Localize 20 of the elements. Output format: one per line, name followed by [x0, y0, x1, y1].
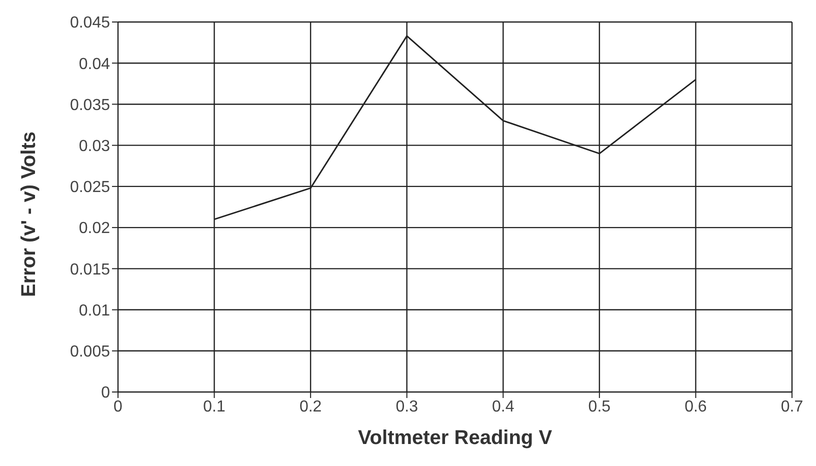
x-axis-title: Voltmeter Reading V — [358, 427, 553, 449]
x-tick-label: 0.6 — [684, 398, 707, 416]
y-tick-label: 0.005 — [70, 344, 110, 361]
x-tick-label: 0 — [114, 398, 123, 416]
y-tick-label: 0.03 — [78, 138, 110, 156]
x-tick-label: 0.3 — [396, 398, 418, 416]
y-tick-label: 0.015 — [70, 261, 110, 278]
y-tick-label: 0.02 — [78, 220, 110, 238]
x-tick-label: 0.2 — [299, 398, 322, 416]
y-tick-label: 0.025 — [70, 179, 110, 196]
y-axis-title: Error (v' - v) Volts — [18, 131, 40, 297]
x-tick-label: 0.1 — [203, 398, 226, 416]
x-tick-label: 0.5 — [588, 398, 611, 416]
y-tick-label: 0.04 — [78, 56, 110, 73]
y-tick-label: 0.01 — [78, 302, 110, 320]
y-tick-label: 0.035 — [70, 96, 110, 114]
x-tick-label: 0.7 — [780, 398, 804, 416]
y-tick-label: 0 — [101, 384, 110, 402]
x-tick-label: 0.4 — [492, 398, 514, 416]
y-tick-label: 0.045 — [70, 14, 110, 32]
